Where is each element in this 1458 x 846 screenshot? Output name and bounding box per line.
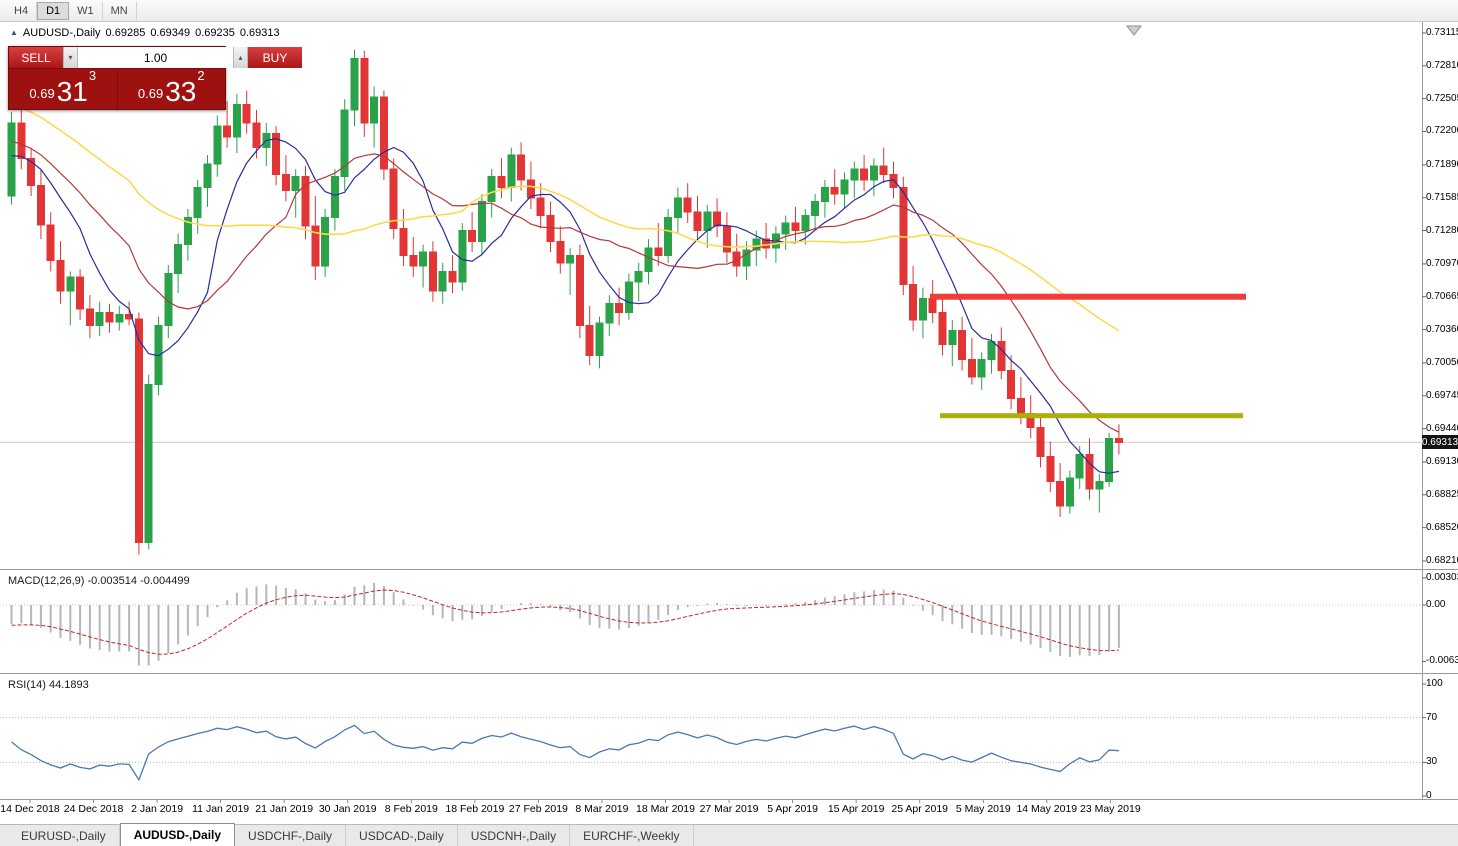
buy-button[interactable]: BUY — [248, 47, 302, 68]
date-axis-label: 14 Dec 2018 — [0, 803, 60, 815]
timeframe-d1[interactable]: D1 — [37, 1, 70, 20]
date-axis-label: 18 Feb 2019 — [445, 803, 505, 815]
rsi-axis-label: 70 — [1426, 711, 1438, 723]
price-axis-label: 0.70665 — [1426, 290, 1458, 302]
tab-eurusd-daily[interactable]: EURUSD-,Daily — [8, 825, 120, 846]
date-axis-label: 8 Mar 2019 — [575, 803, 629, 815]
ask-price-panel[interactable]: 0.69 33 2 — [116, 68, 226, 109]
tab-usdcad-daily[interactable]: USDCAD-,Daily — [346, 825, 458, 846]
rsi-line — [11, 724, 1119, 782]
ma-slow — [11, 103, 1120, 332]
ask-pip-digit: 2 — [197, 68, 205, 83]
ma-medium — [11, 140, 1120, 433]
macd-indicator-label: MACD(12,26,9) -0.003514 -0.004499 — [8, 575, 190, 587]
price-axis-label: 0.73115 — [1426, 26, 1458, 38]
current-price-tag: 0.69313 — [1421, 435, 1458, 450]
chart-title: ▲ AUDUSD-,Daily 0.69285 0.69349 0.69235 … — [10, 27, 280, 39]
date-axis-label: 30 Jan 2019 — [318, 803, 377, 815]
date-axis-label: 2 Jan 2019 — [131, 803, 184, 815]
date-axis-label: 18 Mar 2019 — [636, 803, 695, 815]
price-axis-label: 0.72505 — [1426, 92, 1458, 104]
timeframe-mn[interactable]: MN — [103, 1, 137, 20]
pane-borders — [0, 22, 1458, 803]
bid-price-panel[interactable]: 0.69 31 3 — [9, 68, 117, 109]
tab-audusd-daily[interactable]: AUDUSD-,Daily — [119, 823, 236, 846]
date-axis-label: 15 Apr 2019 — [827, 803, 885, 815]
bid-big-digits: 31 — [56, 76, 88, 108]
macd-axis-label: 0.00 — [1426, 599, 1446, 610]
horizontal-lines[interactable] — [930, 293, 1246, 419]
macd-signal-line — [11, 589, 1119, 655]
date-axis-label: 23 May 2019 — [1079, 803, 1141, 815]
rsi-indicator-label: RSI(14) 44.1893 — [8, 679, 89, 691]
date-axis-label: 11 Jan 2019 — [192, 803, 250, 815]
chart-tab-bar: EURUSD-,Daily AUDUSD-,Daily USDCHF-,Daily U… — [0, 823, 1458, 846]
date-axis-label: 27 Feb 2019 — [508, 803, 568, 815]
macd-axis-label: 0.00303 — [1426, 571, 1458, 583]
ask-prefix: 0.69 — [137, 86, 164, 101]
rsi-axis-label: 0 — [1426, 790, 1432, 801]
date-axis-label: 25 Apr 2019 — [891, 803, 949, 815]
candlestick-series — [7, 49, 1123, 555]
chart-canvas[interactable] — [0, 22, 1458, 824]
timeframe-toolbar: H4 D1 W1 MN — [0, 0, 1458, 22]
one-click-trading-widget: SELL ▾ ▴ BUY 0.69 31 3 0.69 33 2 — [8, 46, 302, 110]
date-axis-label: 21 Jan 2019 — [255, 803, 314, 815]
date-axis-label: 8 Feb 2019 — [384, 803, 438, 815]
price-axis-label: 0.71585 — [1426, 191, 1458, 203]
rsi-axis-label: 100 — [1426, 678, 1443, 689]
chart-symbol-icon: ▲ — [10, 28, 18, 37]
quote-close: 0.69313 — [239, 27, 280, 39]
date-axis-label: 24 Dec 2018 — [63, 803, 124, 815]
volume-up-icon[interactable]: ▴ — [233, 47, 248, 68]
tab-usdcnh-daily[interactable]: USDCNH-,Daily — [458, 825, 571, 846]
resistance-line[interactable] — [930, 293, 1246, 300]
macd-series — [0, 582, 1422, 666]
tab-eurchf-weekly[interactable]: EURCHF-,Weekly — [570, 825, 694, 846]
rsi-series — [0, 717, 1422, 782]
quote-high: 0.69349 — [150, 27, 191, 39]
macd-axis-label: -0.00631 — [1426, 655, 1458, 667]
chart-symbol-label: AUDUSD-,Daily — [22, 27, 101, 39]
bid-pip-digit: 3 — [88, 68, 97, 83]
rsi-axis-label: 30 — [1426, 756, 1438, 768]
price-axis-label: 0.69745 — [1426, 389, 1458, 401]
support-line[interactable] — [940, 413, 1243, 419]
sell-button[interactable]: SELL — [9, 47, 63, 68]
date-axis-label: 5 May 2019 — [955, 803, 1011, 815]
price-axis-label: 0.68825 — [1426, 488, 1458, 500]
date-axis-label: 14 May 2019 — [1016, 803, 1078, 815]
quote-open: 0.69285 — [105, 27, 146, 39]
volume-input[interactable] — [78, 47, 233, 68]
moving-averages — [11, 103, 1120, 474]
timeframe-w1[interactable]: W1 — [69, 1, 103, 20]
timeframe-h4[interactable]: H4 — [6, 1, 38, 20]
scroll-end-marker-icon[interactable] — [1125, 25, 1143, 36]
quote-low: 0.69235 — [195, 27, 235, 39]
tab-usdchf-daily[interactable]: USDCHF-,Daily — [235, 825, 347, 846]
ask-big-digits: 33 — [165, 76, 197, 108]
volume-down-icon[interactable]: ▾ — [63, 47, 78, 68]
date-axis: 14 Dec 2018 24 Dec 2018 2 Jan 2019 11 Jan 2… — [0, 803, 1422, 821]
date-axis-label: 5 Apr 2019 — [767, 803, 818, 815]
bid-prefix: 0.69 — [29, 86, 55, 101]
date-axis-label: 27 Mar 2019 — [699, 803, 759, 815]
ma-fast — [11, 138, 1120, 474]
